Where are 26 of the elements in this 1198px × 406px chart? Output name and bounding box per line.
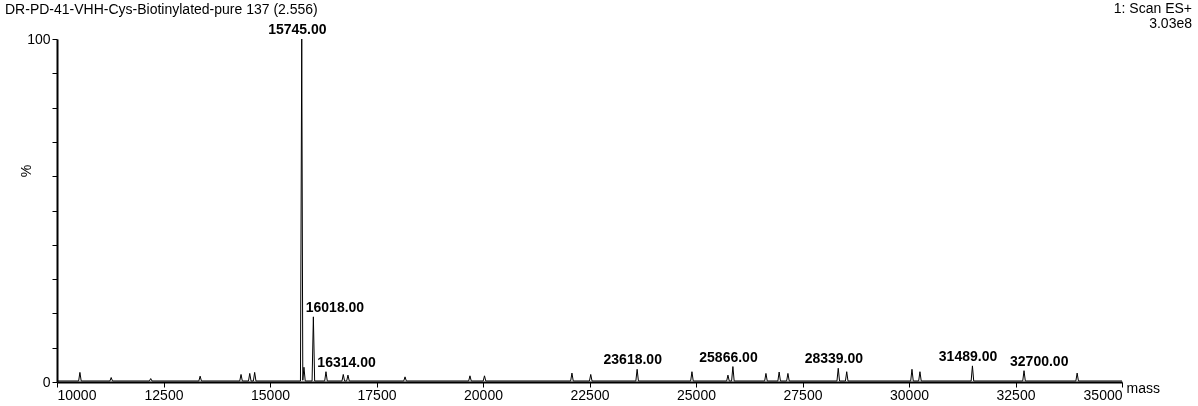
- annotation: 32700.00: [1010, 352, 1069, 369]
- x-tick-label: 30000: [890, 386, 930, 403]
- annotation: 28339.00: [804, 350, 864, 367]
- y-tick-label: 0: [42, 373, 51, 390]
- x-tick-label: 25000: [677, 386, 717, 403]
- annotation: 15745.00: [268, 21, 327, 37]
- x-tick-label: 22500: [570, 386, 610, 403]
- x-tick-label: 27500: [783, 386, 823, 403]
- x-tick-label: 15000: [251, 386, 291, 403]
- x-tick-label: 35000: [1083, 386, 1123, 403]
- x-tick-label: 20000: [464, 386, 504, 403]
- y-tick-label: 100: [27, 30, 51, 47]
- y-axis-title: %: [17, 164, 34, 178]
- annotation: 16018.00: [305, 298, 365, 315]
- annotation: 31489.00: [938, 347, 998, 364]
- x-tick-label: 12500: [144, 386, 184, 403]
- annotation: 25866.00: [699, 348, 758, 365]
- x-tick-label: 17500: [357, 386, 397, 403]
- x-axis-title: mass: [1126, 379, 1160, 396]
- x-tick-label: 10000: [57, 386, 97, 403]
- text: 1: Scan ES+: [1113, 0, 1192, 16]
- x-tick-label: 32500: [996, 386, 1036, 403]
- annotation: 23618.00: [603, 351, 663, 368]
- annotation: 16314.00: [317, 353, 376, 370]
- text: 3.03e8: [1149, 15, 1193, 31]
- chart-title: DR-PD-41-VHH-Cys-Biotinylated-pure 137 (2.556): [5, 1, 318, 17]
